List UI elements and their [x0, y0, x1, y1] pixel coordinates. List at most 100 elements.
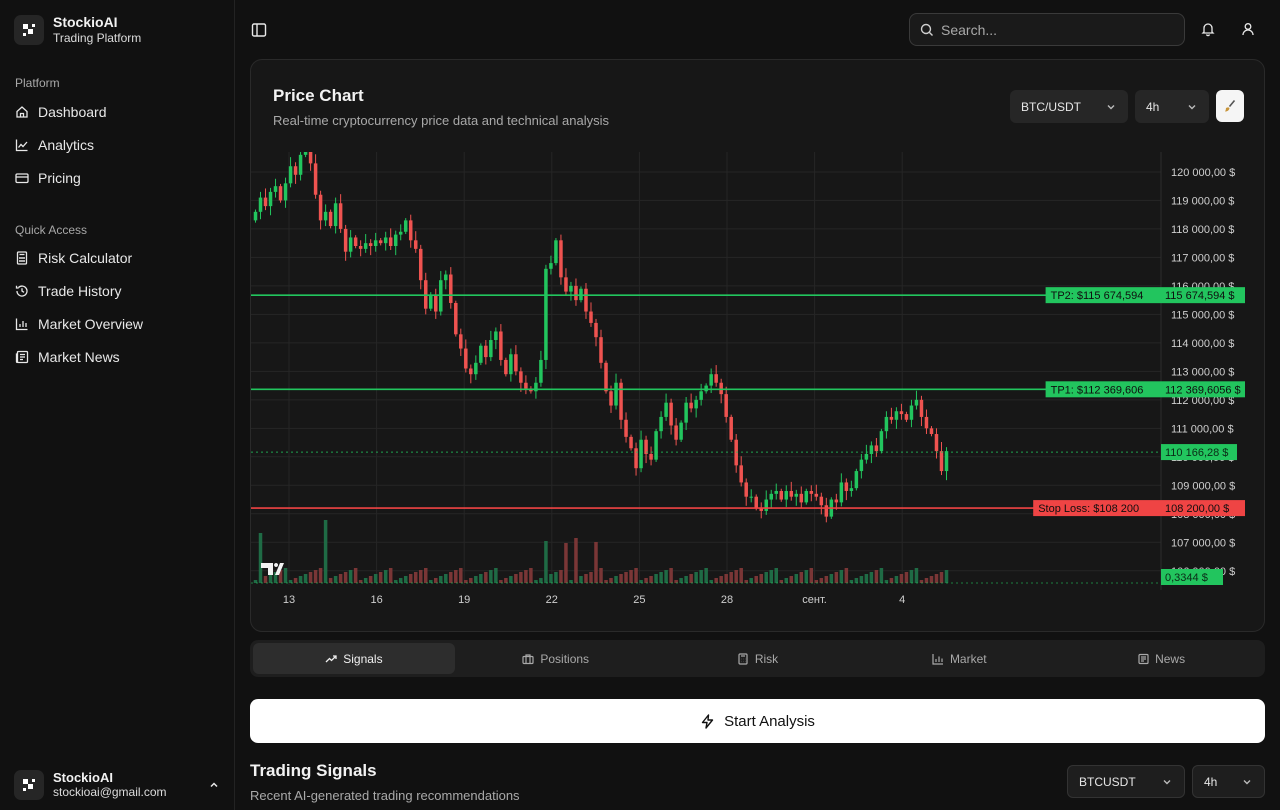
volume-bar	[338, 574, 343, 583]
volume-bar	[829, 574, 834, 583]
volume-bar	[398, 578, 403, 583]
candle-body	[674, 425, 678, 440]
sidebar-item-risk-calculator[interactable]: Risk Calculator	[15, 248, 132, 268]
bell-icon[interactable]	[1200, 21, 1216, 37]
volume-bar	[373, 574, 378, 583]
candle-body	[333, 203, 338, 227]
interval-select[interactable]: 4h	[1135, 90, 1209, 123]
candle-body	[779, 490, 784, 500]
candle-body	[449, 274, 453, 303]
user-icon[interactable]	[1240, 21, 1256, 37]
search-box[interactable]	[909, 13, 1185, 46]
volume-bar	[714, 578, 718, 583]
volume-bar	[544, 541, 548, 583]
brand[interactable]: StockioAI Trading Platform	[14, 14, 141, 46]
signals-symbol-value: BTCUSDT	[1079, 774, 1136, 789]
home-icon	[16, 106, 28, 118]
sidebar-item-market-news[interactable]: Market News	[15, 347, 120, 367]
volume-bar	[739, 568, 743, 583]
candle-body	[288, 166, 293, 184]
candle-body	[474, 362, 478, 375]
volume-bar	[924, 578, 929, 583]
candle-body	[839, 482, 844, 503]
sidebar-item-label: Analytics	[38, 137, 95, 153]
logo-icon	[14, 15, 44, 45]
candle-body	[749, 496, 753, 498]
candle-body	[769, 493, 773, 500]
level-label-bg	[1033, 500, 1161, 517]
x-tick-label: 4	[899, 594, 905, 606]
candle-body	[654, 431, 658, 460]
user-menu[interactable]: StockioAI stockioai@gmail.com	[14, 770, 224, 800]
candle-body	[729, 416, 733, 440]
pair-select[interactable]: BTC/USDT	[1010, 90, 1128, 123]
candle-body	[514, 354, 518, 372]
sidebar-item-trade-history[interactable]: Trade History	[15, 281, 122, 301]
candle-body	[489, 340, 493, 358]
volume-bar	[343, 572, 348, 583]
sidebar: StockioAI Trading Platform Platform Dash…	[0, 0, 235, 810]
volume-bar	[434, 578, 438, 583]
candle-body	[303, 152, 308, 155]
price-chart-card: 13 16 19 22 25 28 сент. 4 120 000,00 $ 119 000,00…	[250, 59, 1265, 632]
candle-body	[504, 359, 508, 375]
candle-body	[844, 482, 849, 491]
brand-subtitle: Trading Platform	[53, 31, 142, 45]
candle-body	[894, 411, 899, 420]
tab-label: Risk	[754, 651, 779, 666]
volume-bar	[584, 574, 588, 583]
candle-body	[383, 237, 388, 244]
x-tick-label: 16	[370, 594, 382, 606]
volume-bar	[574, 538, 578, 583]
volume-bar	[709, 580, 713, 583]
candle-body	[403, 220, 408, 232]
x-tick-label: 13	[283, 594, 295, 606]
volume-bar	[864, 574, 869, 583]
clear-drawings-button[interactable]	[1216, 90, 1244, 122]
volume-bar	[569, 580, 573, 583]
sidebar-item-dashboard[interactable]: Dashboard	[15, 102, 107, 122]
tab-market[interactable]: Market	[858, 643, 1060, 674]
candle-body	[794, 493, 799, 497]
signals-interval-select[interactable]: 4h	[1192, 765, 1265, 798]
volume-bar	[534, 580, 538, 583]
tab-risk[interactable]: Risk	[657, 643, 859, 674]
candle-body	[273, 186, 278, 192]
sidebar-toggle-icon[interactable]	[250, 21, 268, 39]
candle-body	[649, 453, 653, 460]
volume-bar	[549, 574, 553, 583]
volume-bar	[599, 568, 603, 583]
price-chart[interactable]: 13 16 19 22 25 28 сент. 4 120 000,00 $ 119 000,00…	[251, 60, 1265, 632]
candle-body	[644, 439, 648, 454]
sidebar-item-label: Trade History	[38, 283, 122, 299]
volume-bar	[444, 574, 448, 583]
volume-bar	[514, 574, 518, 583]
level-price-tag	[1161, 381, 1245, 398]
volume-bar	[429, 580, 433, 583]
volume-bar	[614, 576, 618, 583]
search-input[interactable]	[941, 21, 1161, 38]
candle-body	[263, 197, 268, 207]
sidebar-item-market-overview[interactable]: Market Overview	[15, 314, 143, 334]
signals-symbol-select[interactable]: BTCUSDT	[1067, 765, 1185, 798]
candle-body	[744, 482, 748, 497]
search-icon	[920, 23, 933, 36]
chart-subtitle: Real-time cryptocurrency price data and …	[273, 113, 609, 128]
sidebar-item-analytics[interactable]: Analytics	[15, 135, 94, 155]
candle-body	[413, 240, 418, 249]
candle-body	[704, 385, 708, 392]
candle-body	[624, 419, 628, 437]
tab-signals[interactable]: Signals	[253, 643, 455, 674]
start-analysis-button[interactable]: Start Analysis	[250, 699, 1265, 743]
tab-positions[interactable]: Positions	[455, 643, 657, 674]
candle-body	[699, 391, 703, 400]
level-price-label: 112 369,6056 $	[1165, 384, 1241, 396]
tab-news[interactable]: News	[1060, 643, 1262, 674]
level-price-tag	[1161, 287, 1245, 304]
interval-select-value: 4h	[1146, 99, 1160, 114]
candles-group	[253, 152, 949, 583]
candle-body	[313, 163, 318, 195]
candle-body	[278, 186, 283, 201]
sidebar-item-pricing[interactable]: Pricing	[15, 168, 81, 188]
candle-body	[534, 382, 538, 392]
